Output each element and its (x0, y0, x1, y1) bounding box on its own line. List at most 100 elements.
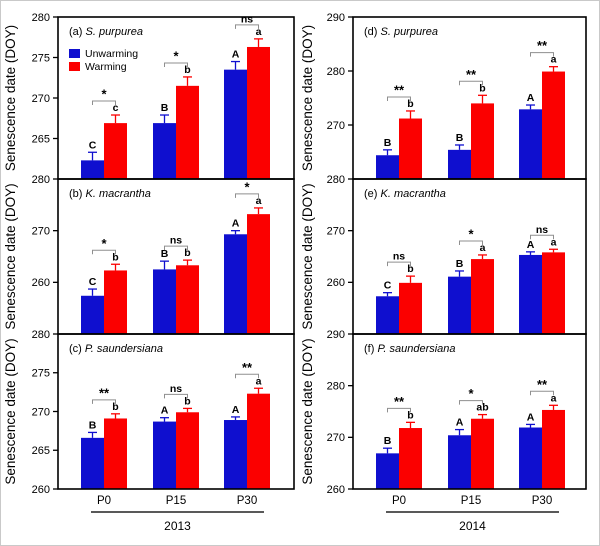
y-tick-label: 270 (327, 225, 345, 237)
legend-swatch-warming (69, 62, 80, 71)
y-tick-label: 280 (32, 329, 50, 341)
x-tick-label-p0: P0 (97, 495, 111, 507)
year-label-2014: 2014 (459, 519, 486, 533)
sig-bracket (387, 261, 411, 267)
bar-a-warming-p30 (247, 46, 270, 179)
sig-bracket (235, 373, 259, 379)
panel-title-f: (f) P. saundersiana (364, 343, 456, 355)
sig-bracket (459, 400, 483, 405)
y-axis-label-d: Senescence date (DOY) (300, 25, 315, 171)
sig-label-c-p30: ** (242, 360, 253, 375)
y-axis-label-f: Senescence date (DOY) (300, 338, 315, 484)
letter-label-d-p30: A (527, 92, 535, 104)
bar-f-unwarming-p0 (376, 453, 399, 489)
bar-d-unwarming-p0 (376, 155, 399, 179)
bar-b-unwarming-p15 (153, 269, 176, 334)
bar-b-unwarming-p30 (224, 234, 247, 334)
letter-label-c-p15: A (161, 405, 169, 417)
bar-d-warming-p0 (399, 118, 422, 179)
bar-f-warming-p15 (471, 418, 494, 489)
bar-b-warming-p15 (176, 265, 199, 334)
letter-label-d-p0: B (384, 137, 392, 149)
y-tick-label: 265 (32, 133, 50, 145)
bar-b-warming-p0 (104, 270, 127, 334)
sig-label-a-p15: * (173, 48, 179, 63)
letter-label-d-p15: B (456, 132, 464, 144)
sig-bracket (459, 80, 483, 86)
y-tick-label: 280 (32, 174, 50, 186)
sig-label-e-p15: * (468, 226, 474, 241)
bar-b-unwarming-p0 (81, 295, 104, 334)
x-tick-label-p15: P15 (461, 495, 481, 507)
letter-label-a-p15: b (184, 64, 190, 76)
y-tick-label: 275 (32, 368, 50, 380)
letter-label-f-p0: B (384, 435, 392, 447)
y-tick-label: 275 (32, 52, 50, 64)
sig-bracket (92, 100, 116, 106)
letter-label-f-p0: b (407, 409, 413, 421)
letter-label-d-p15: b (479, 82, 485, 94)
y-tick-label: 290 (327, 329, 345, 341)
y-tick-label: 280 (327, 174, 345, 186)
panel-title-d: (d) S. purpurea (364, 26, 438, 38)
letter-label-b-p0: b (112, 251, 118, 263)
bar-c-unwarming-p0 (81, 437, 104, 489)
bar-e-warming-p0 (399, 282, 422, 334)
year-label-2013: 2013 (164, 519, 191, 533)
legend-label-unwarming: Unwarming (85, 48, 138, 60)
letter-label-d-p30: a (551, 54, 557, 66)
bar-c-warming-p0 (104, 418, 127, 489)
y-tick-label: 260 (327, 277, 345, 289)
bar-d-unwarming-p30 (519, 109, 542, 179)
sig-bracket (387, 407, 411, 413)
y-axis-label-b: Senescence date (DOY) (3, 183, 18, 329)
x-tick-label-p0: P0 (392, 495, 406, 507)
letter-label-e-p15: a (480, 242, 486, 254)
y-tick-label: 290 (327, 12, 345, 24)
y-tick-label: 280 (32, 12, 50, 24)
bar-a-warming-p0 (104, 123, 127, 179)
sig-bracket (530, 234, 554, 240)
letter-label-a-p0: C (89, 139, 97, 151)
bar-e-unwarming-p0 (376, 296, 399, 334)
y-tick-label: 270 (32, 225, 50, 237)
sig-label-c-p0: ** (99, 385, 110, 400)
bar-c-unwarming-p30 (224, 420, 247, 489)
panel-border-f (352, 333, 587, 490)
letter-label-b-p15: b (184, 247, 190, 259)
sig-label-b-p30: * (244, 179, 250, 194)
letter-label-f-p30: A (527, 411, 535, 423)
legend-label-warming: Warming (85, 61, 127, 73)
panel-title-c: (c) P. saundersiana (69, 343, 163, 355)
sig-label-b-p0: * (101, 236, 107, 251)
letter-label-a-p15: B (161, 102, 169, 114)
letter-label-c-p30: a (256, 375, 262, 387)
sig-label-f-p15: * (468, 386, 474, 401)
bar-b-warming-p30 (247, 214, 270, 334)
y-tick-label: 260 (327, 484, 345, 496)
sig-label-d-p15: ** (466, 67, 477, 82)
letter-label-e-p30: A (527, 239, 535, 251)
sig-label-d-p30: ** (537, 38, 548, 53)
x-tick-label-p30: P30 (237, 495, 257, 507)
bar-a-unwarming-p0 (81, 160, 104, 179)
sig-bracket (164, 245, 188, 251)
x-tick-label-p15: P15 (166, 495, 186, 507)
letter-label-e-p0: b (407, 263, 413, 275)
letter-label-a-p30: A (232, 49, 240, 61)
sig-label-f-p0: ** (394, 394, 405, 409)
y-axis-label-a: Senescence date (DOY) (3, 25, 18, 171)
bar-e-warming-p15 (471, 259, 494, 334)
y-tick-label: 280 (327, 66, 345, 78)
bar-f-unwarming-p15 (448, 435, 471, 489)
bar-f-warming-p30 (542, 409, 565, 489)
sig-bracket (530, 52, 554, 57)
panel-title-e: (e) K. macrantha (364, 188, 446, 200)
letter-label-b-p15: B (161, 248, 169, 260)
letter-label-b-p30: A (232, 218, 240, 230)
